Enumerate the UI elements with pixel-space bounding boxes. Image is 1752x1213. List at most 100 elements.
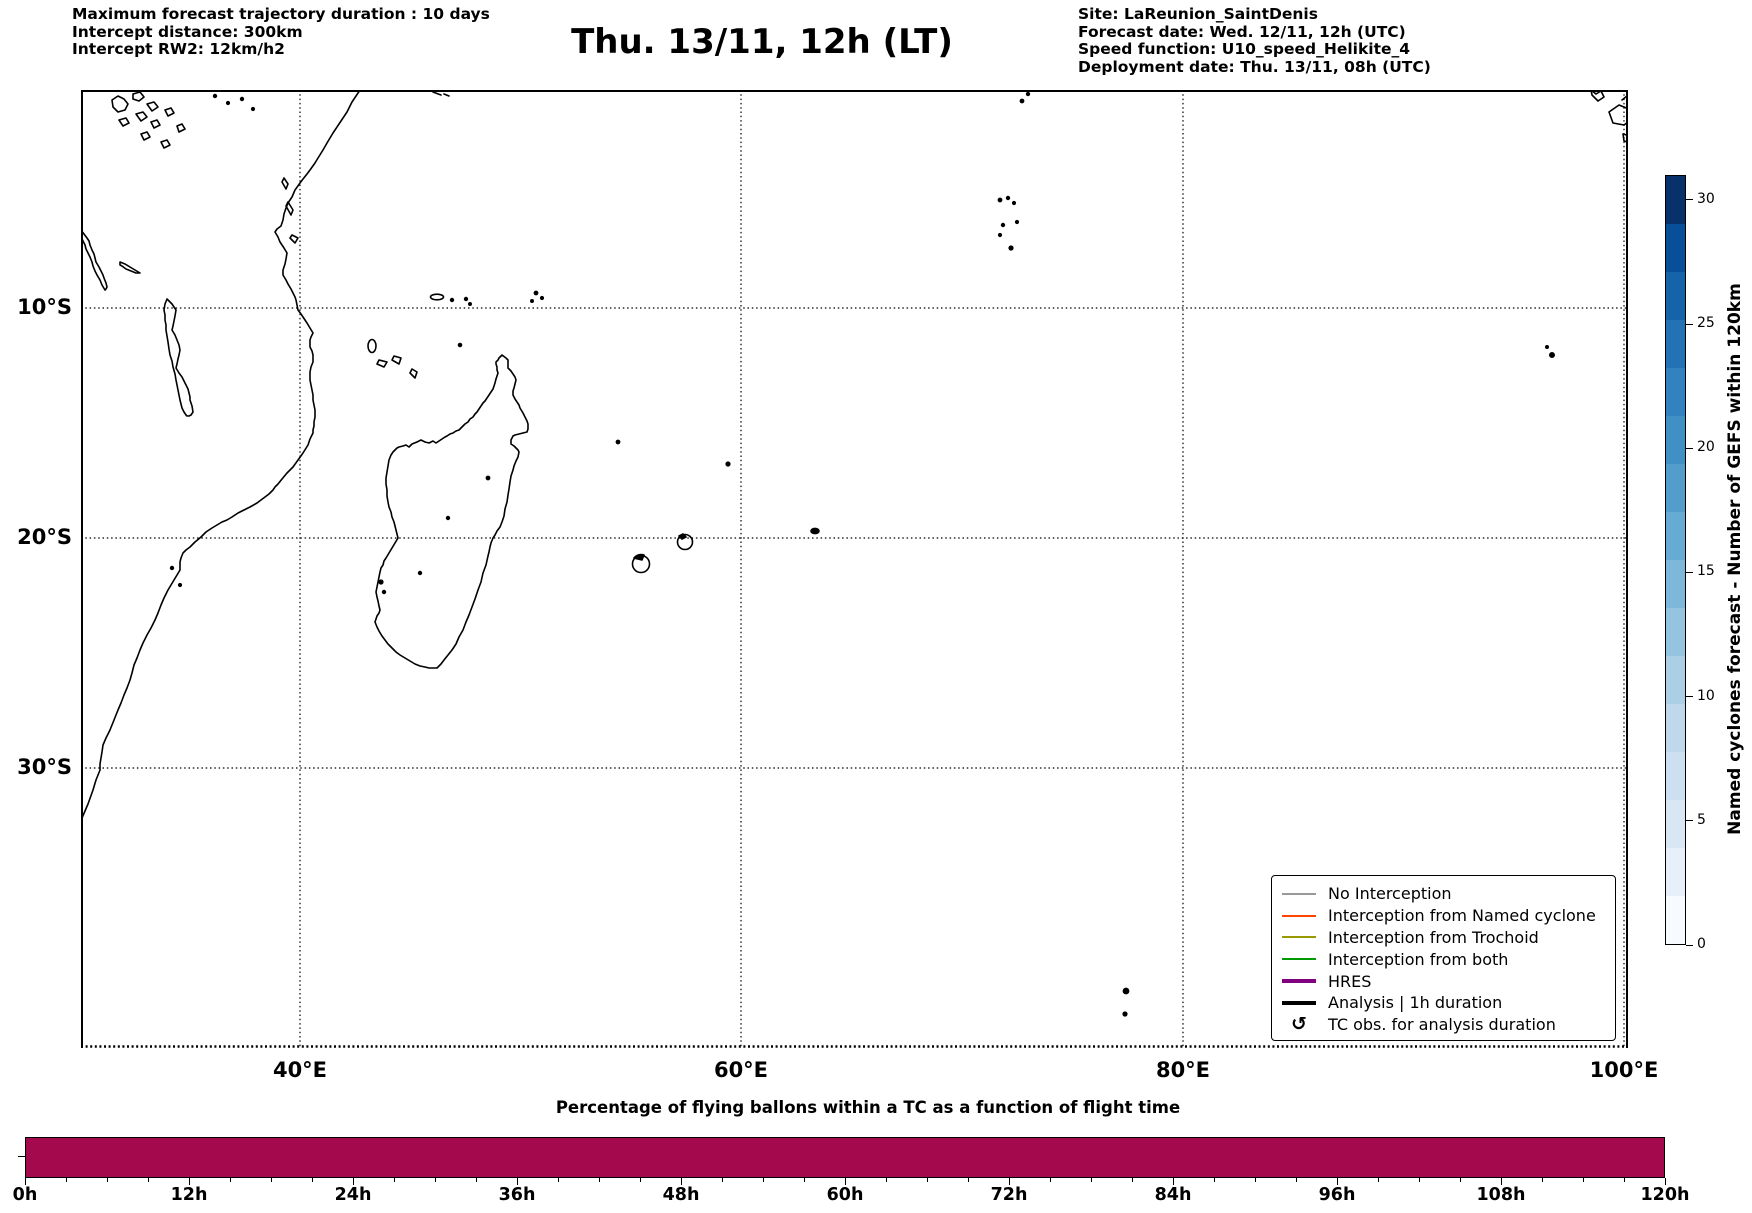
forecast-date-text: Forecast date: Wed. 12/11, 12h (UTC) xyxy=(1078,22,1406,41)
strip-minor-tick xyxy=(394,1178,395,1182)
map-border xyxy=(81,90,1628,1048)
lake-malawi xyxy=(163,298,194,417)
strip-minor-tick xyxy=(271,1178,272,1182)
strip-minor-tick xyxy=(312,1178,313,1182)
strip-minor-tick xyxy=(1419,1178,1420,1182)
strip-major-tick xyxy=(517,1178,518,1185)
map-canvas xyxy=(81,90,1628,1048)
strip-minor-tick xyxy=(1460,1178,1461,1182)
legend-item: HRES xyxy=(1282,970,1607,992)
coastline-madagascar xyxy=(374,354,529,669)
strip-minor-tick xyxy=(599,1178,600,1182)
speed-function-text: Speed function: U10_speed_Helikite_4 xyxy=(1078,40,1411,59)
map-y-tick-label: 10°S xyxy=(17,295,72,319)
strip-minor-tick xyxy=(107,1178,108,1182)
strip-minor-tick xyxy=(1296,1178,1297,1182)
legend-line-swatch xyxy=(1282,914,1316,917)
header-site-block: Site: LaReunion_SaintDenis Forecast date… xyxy=(1078,5,1431,76)
colorbar-tick-mark xyxy=(1686,944,1693,946)
strip-minor-tick xyxy=(927,1178,928,1182)
legend-line-swatch xyxy=(1282,1000,1316,1005)
strip-minor-tick xyxy=(435,1178,436,1182)
strip-x-tick-label: 60h xyxy=(826,1185,864,1205)
legend-line-swatch xyxy=(1282,892,1316,895)
colorbar-segment xyxy=(1666,656,1685,704)
strip-major-tick xyxy=(25,1178,26,1185)
legend-item: ↺ TC obs. for analysis duration xyxy=(1282,1014,1607,1036)
intercept-rw2-text: Intercept RW2: 12km/h2 xyxy=(72,40,285,59)
figure-title: Thu. 13/11, 12h (LT) xyxy=(571,22,953,62)
colorbar-segment xyxy=(1666,272,1685,320)
legend-line-swatch xyxy=(1282,958,1316,961)
colorbar-segment xyxy=(1666,464,1685,512)
legend-line xyxy=(1282,1000,1316,1005)
colorbar-segment xyxy=(1666,752,1685,800)
strip-major-tick xyxy=(1501,1178,1502,1185)
cyclone-marker-icon: ↺ xyxy=(1282,1015,1316,1034)
tc-obs-symbol: ↺ xyxy=(1291,1013,1307,1036)
legend-item-label: Interception from Trochoid xyxy=(1328,927,1539,947)
strip-major-tick xyxy=(845,1178,846,1185)
colorbar-tick-label: 0 xyxy=(1697,936,1706,952)
legend-item: Interception from both xyxy=(1282,948,1607,970)
colorbar-segment xyxy=(1666,512,1685,560)
colorbar-segment xyxy=(1666,368,1685,416)
strip-minor-tick xyxy=(66,1178,67,1182)
map-x-tick-label: 80°E xyxy=(1155,1058,1211,1082)
strip-x-tick-label: 48h xyxy=(662,1185,700,1205)
map-legend: No Interception Interception from Named c… xyxy=(1271,875,1616,1041)
island-mafia xyxy=(289,234,299,244)
lake-tanganyika xyxy=(81,229,108,291)
legend-item: Interception from Trochoid xyxy=(1282,927,1607,949)
legend-line xyxy=(1282,936,1316,939)
islands-chagos-maldives xyxy=(997,91,1031,251)
colorbar-segment xyxy=(1666,896,1685,944)
strip-minor-tick xyxy=(968,1178,969,1182)
top-edge-specks xyxy=(212,91,450,112)
colorbar-tick-mark xyxy=(1686,199,1693,201)
colorbar-segment xyxy=(1666,608,1685,656)
strip-major-tick xyxy=(189,1178,190,1185)
map-gridlines xyxy=(81,90,1628,1048)
legend-item: No Interception xyxy=(1282,883,1607,905)
islands-comoros xyxy=(367,338,418,379)
map-y-tick-label: 30°S xyxy=(17,755,72,779)
coastline-africa xyxy=(81,90,361,819)
strip-minor-tick xyxy=(148,1178,149,1182)
strip-minor-tick xyxy=(558,1178,559,1182)
colorbar-segment xyxy=(1666,176,1685,224)
strip-minor-tick xyxy=(1583,1178,1584,1182)
legend-line xyxy=(1282,979,1316,984)
map-axes xyxy=(81,90,1628,1048)
deployment-date-text: Deployment date: Thu. 13/11, 08h (UTC) xyxy=(1078,57,1431,76)
site-text: Site: LaReunion_SaintDenis xyxy=(1078,5,1318,23)
strip-minor-tick xyxy=(1542,1178,1543,1182)
colorbar xyxy=(1665,175,1686,945)
strip-bar xyxy=(25,1137,1665,1178)
map-y-tick-label: 20°S xyxy=(17,525,72,549)
coastline-sumatra-fragments xyxy=(1590,90,1628,143)
strip-minor-tick xyxy=(640,1178,641,1182)
colorbar-tick-mark xyxy=(1686,323,1693,325)
strip-x-tick-label: 108h xyxy=(1476,1185,1526,1205)
strip-minor-tick xyxy=(804,1178,805,1182)
legend-item-label: Analysis | 1h duration xyxy=(1328,993,1503,1013)
strip-x-tick-label: 0h xyxy=(12,1185,38,1205)
island-zanzibar xyxy=(285,201,294,216)
colorbar-tick-mark xyxy=(1686,571,1693,573)
strip-x-tick-label: 12h xyxy=(170,1185,208,1205)
strip-minor-tick xyxy=(230,1178,231,1182)
lake-victoria-fragments xyxy=(111,91,186,149)
legend-item-label: TC obs. for analysis duration xyxy=(1328,1015,1556,1035)
legend-item-label: No Interception xyxy=(1328,884,1452,904)
island-pemba xyxy=(281,177,289,190)
strip-minor-tick xyxy=(476,1178,477,1182)
strip-minor-tick xyxy=(1624,1178,1625,1182)
legend-line xyxy=(1282,958,1316,961)
colorbar-tick-label: 20 xyxy=(1697,439,1715,456)
colorbar-segment xyxy=(1666,704,1685,752)
map-x-tick-label: 40°E xyxy=(272,1058,328,1082)
header-params-block: Maximum forecast trajectory duration : 1… xyxy=(72,5,490,59)
islands-mascarene xyxy=(615,439,820,574)
